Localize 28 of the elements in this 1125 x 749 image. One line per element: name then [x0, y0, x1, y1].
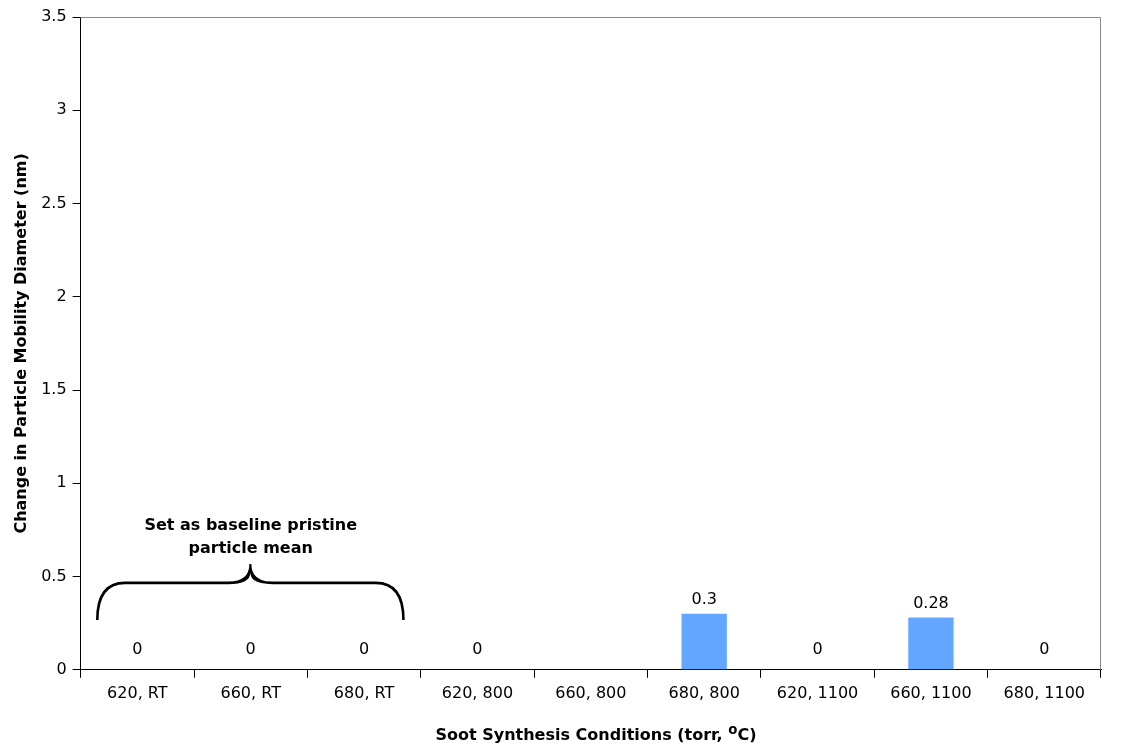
data-label: 0 — [1039, 638, 1050, 658]
y-tick-label: 0.5 — [41, 565, 67, 585]
data-label: 0 — [472, 638, 483, 658]
x-tick-label: 680, 800 — [668, 682, 740, 702]
y-tick-label: 2.5 — [41, 192, 67, 212]
x-tick-label: 680, RT — [333, 682, 395, 702]
data-label: 0 — [812, 638, 823, 658]
data-label: 0.28 — [913, 592, 949, 612]
y-axis-title: Change in Particle Mobility Diameter (nm) — [10, 153, 30, 534]
x-tick-label: 660, 1100 — [890, 682, 972, 702]
annotation: Set as baseline pristine particle mean — [143, 513, 358, 559]
x-axis-title: Soot Synthesis Conditions (torr, $^{o}$C) — [434, 722, 758, 745]
y-tick-label: 2 — [56, 285, 67, 305]
y-tick-label: 3.5 — [41, 6, 67, 26]
x-tick-label: 620, 1100 — [776, 682, 859, 702]
x-tick-label: 620, 800 — [441, 682, 514, 702]
data-label: 0 — [358, 638, 370, 658]
x-tick-label: 660, RT — [220, 682, 282, 702]
x-tick-label: 660, 800 — [555, 682, 627, 702]
x-tick-label: 680, 1100 — [1003, 682, 1086, 702]
data-label: 0 — [132, 638, 143, 658]
y-tick-label: 3 — [56, 99, 67, 119]
y-tick-label: 1.5 — [41, 379, 67, 399]
data-label: 0 — [245, 638, 256, 658]
x-tick-label: 620, RT — [107, 682, 168, 702]
data-label: 0.3 — [691, 589, 717, 608]
y-tick-label: 0 — [56, 658, 67, 678]
y-tick-label: 1 — [56, 472, 67, 492]
